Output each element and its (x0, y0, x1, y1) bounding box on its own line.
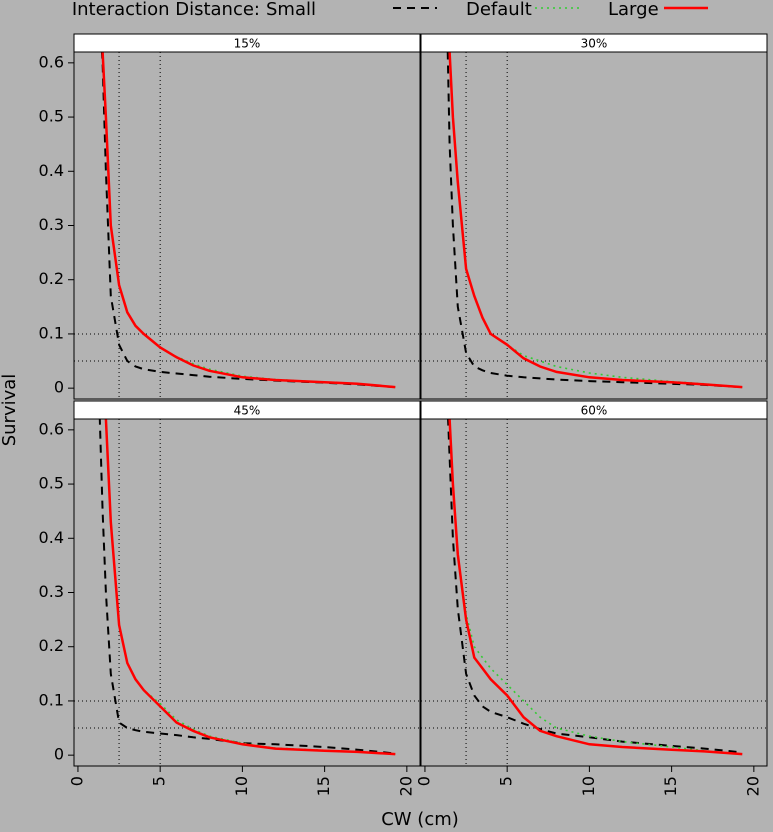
panel (421, 419, 767, 766)
x-axis-label: CW (cm) (381, 809, 459, 830)
y-tick-label: 0 (54, 378, 64, 397)
x-tick-label: 10 (579, 776, 598, 796)
panel-border (420, 51, 768, 400)
line-series (101, 52, 396, 389)
y-tick-label: 0.2 (39, 269, 64, 288)
y-tick-label: 0.2 (39, 636, 64, 655)
y-tick-label: 0.4 (39, 161, 64, 180)
y-tick-label: 0.4 (39, 528, 64, 547)
x-tick-label: 0 (67, 776, 86, 786)
y-tick-label: 0.1 (39, 690, 64, 709)
y-axis-label: Survival (0, 374, 20, 447)
panel (421, 52, 767, 399)
y-tick-label: 0.3 (39, 215, 64, 234)
line-series (448, 419, 743, 755)
legend-title: Interaction Distance: (72, 0, 260, 20)
line-series (448, 52, 743, 388)
line-series (448, 52, 743, 389)
panel-border (73, 51, 421, 400)
panel (74, 419, 420, 766)
x-tick-label: 5 (150, 776, 169, 786)
panel-border (73, 418, 421, 767)
legend-label: Large (608, 0, 659, 20)
y-tick-label: 0.1 (39, 323, 64, 342)
x-tick-label: 20 (743, 776, 762, 796)
y-tick-label: 0.5 (39, 107, 64, 126)
y-tick-label: 0 (54, 745, 64, 764)
y-tick-label: 0.6 (39, 52, 64, 71)
panel-title: 45% (234, 404, 261, 418)
line-series (100, 52, 396, 389)
line-series (447, 419, 743, 754)
legend-label: Default (466, 0, 532, 20)
panel-border (420, 418, 768, 767)
x-tick-label: 15 (661, 776, 680, 796)
line-series (105, 419, 396, 755)
line-series (98, 419, 396, 755)
x-tick-label: 15 (314, 776, 333, 796)
panel-title: 60% (581, 404, 608, 418)
x-tick-label: 0 (414, 776, 433, 786)
line-series (104, 419, 396, 756)
legend-label: Small (266, 0, 316, 20)
line-series (101, 52, 396, 388)
x-tick-label: 10 (232, 776, 251, 796)
panel-title: 15% (234, 37, 261, 51)
line-series (446, 52, 743, 389)
x-tick-label: 5 (497, 776, 516, 786)
x-tick-label: 20 (396, 776, 415, 796)
y-tick-label: 0.3 (39, 582, 64, 601)
panel (74, 52, 420, 399)
y-tick-label: 0.6 (39, 419, 64, 438)
panel-title: 30% (581, 37, 608, 51)
y-tick-label: 0.5 (39, 474, 64, 493)
line-series (448, 419, 743, 756)
